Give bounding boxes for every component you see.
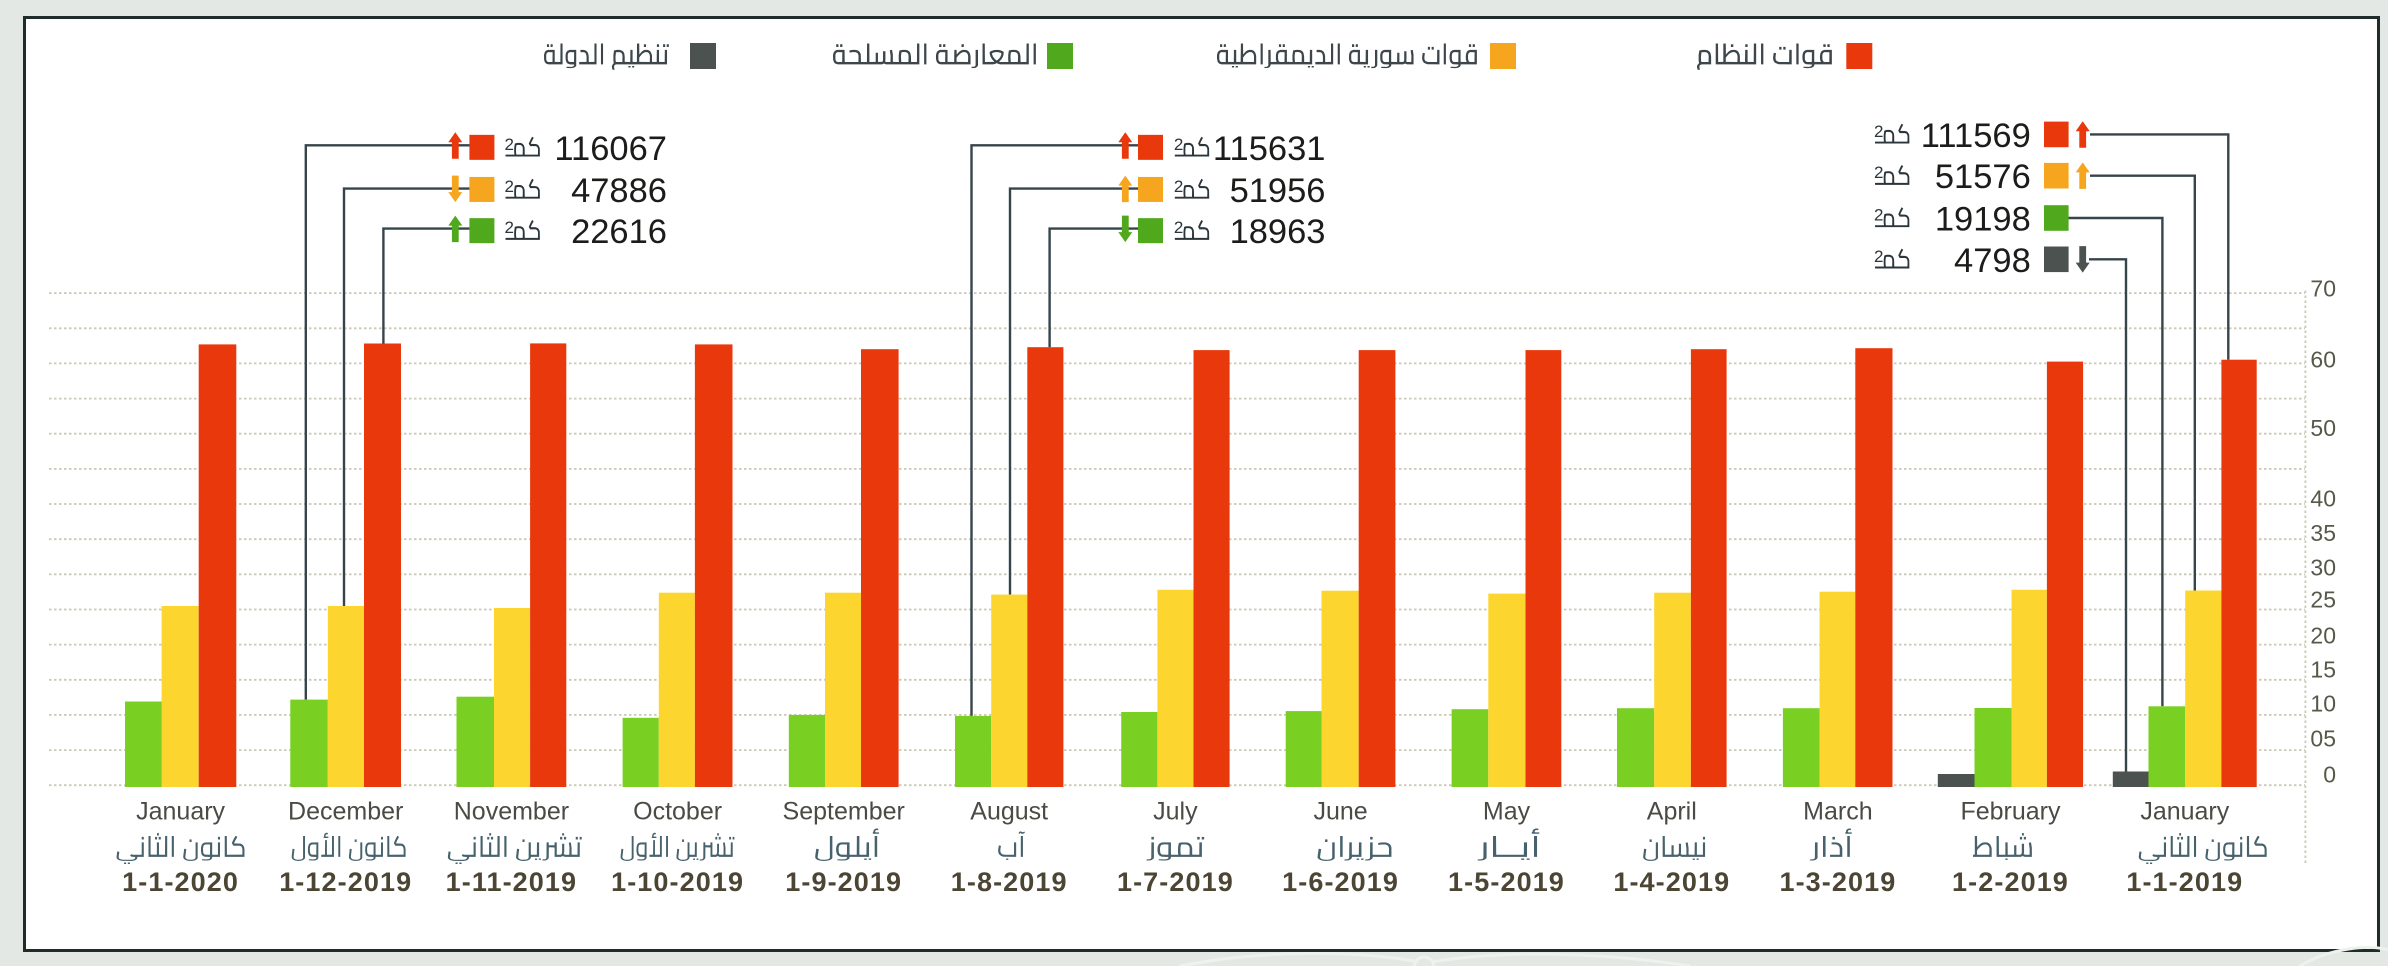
svg-text:1-9-2019: 1-9-2019: [785, 867, 902, 897]
svg-text:1-12-2019: 1-12-2019: [279, 867, 412, 897]
svg-text:1-11-2019: 1-11-2019: [446, 867, 578, 897]
svg-text:2: 2: [1174, 135, 1183, 154]
svg-text:70: 70: [2310, 275, 2336, 301]
svg-text:25: 25: [2310, 586, 2336, 612]
svg-text:2: 2: [1174, 177, 1183, 196]
svg-text:June: June: [1313, 798, 1367, 826]
svg-text:2: 2: [505, 135, 514, 154]
svg-text:October: October: [633, 798, 722, 826]
svg-text:4798: 4798: [1954, 242, 2031, 280]
svg-text:2: 2: [1874, 247, 1883, 266]
svg-text:2: 2: [1874, 163, 1883, 182]
svg-text:40: 40: [2310, 485, 2336, 511]
svg-text:20: 20: [2310, 622, 2336, 648]
svg-text:18963: 18963: [1230, 213, 1326, 251]
svg-text:September: September: [783, 798, 905, 826]
svg-text:30: 30: [2310, 554, 2336, 580]
svg-text:2: 2: [1874, 122, 1883, 141]
svg-text:116067: 116067: [554, 130, 667, 168]
svg-text:0: 0: [2323, 761, 2336, 787]
svg-text:1-4-2019: 1-4-2019: [1613, 867, 1730, 897]
svg-text:22616: 22616: [571, 213, 667, 251]
svg-text:February: February: [1960, 798, 2061, 826]
svg-text:115631: 115631: [1213, 130, 1326, 168]
svg-text:April: April: [1647, 798, 1697, 826]
svg-text:1-1-2019: 1-1-2019: [2126, 867, 2243, 897]
svg-text:10: 10: [2310, 690, 2336, 716]
svg-text:1-10-2019: 1-10-2019: [611, 867, 744, 897]
svg-text:January: January: [136, 798, 225, 826]
svg-text:March: March: [1803, 798, 1872, 826]
svg-text:47886: 47886: [571, 172, 667, 210]
svg-text:May: May: [1483, 798, 1531, 826]
svg-text:1-3-2019: 1-3-2019: [1779, 867, 1896, 897]
svg-text:2: 2: [505, 218, 514, 237]
svg-text:2: 2: [1174, 218, 1183, 237]
svg-text:1-6-2019: 1-6-2019: [1282, 867, 1399, 897]
svg-text:111569: 111569: [1921, 117, 2031, 155]
svg-text:December: December: [288, 798, 403, 826]
svg-text:1-8-2019: 1-8-2019: [951, 867, 1068, 897]
svg-text:1-2-2019: 1-2-2019: [1952, 867, 2069, 897]
svg-text:05: 05: [2310, 725, 2336, 751]
svg-text:2: 2: [505, 177, 514, 196]
svg-text:1-5-2019: 1-5-2019: [1448, 867, 1565, 897]
svg-text:35: 35: [2310, 520, 2336, 546]
svg-text:1-1-2020: 1-1-2020: [122, 867, 239, 897]
svg-text:August: August: [970, 798, 1048, 826]
svg-text:1-7-2019: 1-7-2019: [1117, 867, 1234, 897]
svg-text:15: 15: [2310, 656, 2336, 682]
svg-text:2: 2: [1874, 206, 1883, 225]
svg-text:51576: 51576: [1935, 158, 2031, 196]
svg-text:51956: 51956: [1230, 172, 1326, 210]
svg-text:50: 50: [2310, 415, 2336, 441]
svg-text:January: January: [2140, 798, 2229, 826]
svg-text:November: November: [454, 798, 569, 826]
svg-text:July: July: [1153, 798, 1198, 826]
svg-text:19198: 19198: [1935, 201, 2031, 239]
svg-text:60: 60: [2310, 346, 2336, 372]
